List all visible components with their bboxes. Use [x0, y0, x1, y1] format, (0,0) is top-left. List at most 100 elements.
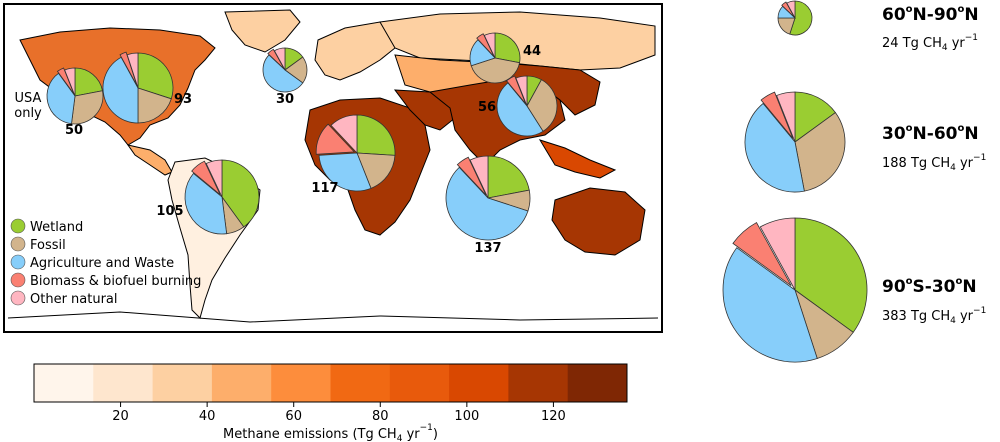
summary-pie-30-60	[744, 91, 846, 193]
summary-pie-30-60-slice-biomass	[760, 91, 794, 139]
pie-europe-slice-biomass	[267, 48, 285, 69]
colorbar-tick-label-80: 80	[372, 409, 389, 424]
pie-usa-slice-wetland	[74, 67, 103, 97]
pie-usa-slice-agriculture	[46, 72, 76, 125]
pie-china-slice-biomass	[506, 75, 527, 105]
pie-africa-slice-agriculture	[318, 152, 372, 192]
pie-south-america-slice-other	[205, 159, 223, 198]
summary-band-90s-30: 90oS-30oN	[882, 276, 977, 297]
pie-china-label: 56	[478, 100, 496, 115]
legend-swatch-other	[10, 290, 26, 306]
colorbar-tick-label-120: 120	[541, 409, 566, 424]
summary-emission-30-60: 188 Tg CH4 yr−1	[882, 153, 986, 173]
pie-south-asia-slice-wetland	[487, 155, 530, 199]
colorbar-tick-label-40: 40	[199, 409, 216, 424]
pie-south-america	[184, 159, 260, 235]
summary-pie-60-90-slice-other	[786, 0, 796, 19]
pie-china-slice-other	[515, 75, 528, 107]
colorbar-bin-1	[93, 364, 154, 402]
antarctica	[7, 311, 659, 323]
pie-south-america-slice-wetland	[221, 159, 260, 228]
pie-russia	[469, 32, 521, 84]
usa-label-line2: only	[14, 106, 42, 121]
region-pies: 50 93 30 44 56 105 117 137	[46, 32, 558, 256]
pie-russia-slice-fossil	[470, 57, 521, 84]
colorbar-frame	[33, 363, 628, 403]
colorbar-tick-label-100: 100	[454, 409, 479, 424]
pie-south-asia-slice-biomass	[456, 156, 487, 196]
summary-pie-30-60-slice-other	[776, 91, 796, 143]
pie-usa-slice-fossil	[71, 90, 104, 125]
pie-china	[496, 75, 558, 137]
pie-boreal-na-label: 93	[174, 92, 192, 107]
pie-africa-slice-biomass	[315, 123, 356, 155]
pie-europe-slice-other	[273, 47, 286, 71]
pie-russia-slice-biomass	[476, 33, 495, 57]
summary-pie-90s-30-slice-biomass	[732, 222, 792, 287]
legend-label-biomass: Biomass & biofuel burning	[30, 274, 201, 289]
pie-south-america-slice-biomass	[191, 160, 221, 195]
southeast-asia	[538, 139, 617, 179]
pie-south-asia-slice-agriculture	[445, 166, 529, 241]
summary-pie-90s-30	[722, 217, 868, 363]
colorbar-bin-8	[508, 364, 569, 402]
pie-africa-slice-fossil	[356, 152, 396, 189]
pie-africa	[315, 114, 396, 192]
pie-usa-label: 50	[65, 123, 83, 138]
pie-boreal-na-slice-fossil	[137, 87, 172, 124]
colorbar: 20 40 60 80 100 120 Methane emissions (Tg CH4 …	[33, 363, 628, 442]
legend-swatch-biomass	[10, 272, 26, 288]
summary-pie-90s-30-slice-agriculture	[722, 247, 818, 363]
pie-africa-slice-wetland	[356, 114, 396, 156]
pie-africa-label: 117	[311, 181, 338, 196]
legend-swatch-agriculture	[10, 254, 26, 270]
pie-usa-slice-biomass	[56, 67, 75, 95]
pie-europe	[262, 47, 308, 93]
colorbar-bin-4	[271, 364, 331, 402]
colorbar-tick-label-20: 20	[112, 409, 129, 424]
pie-russia-label: 44	[523, 44, 541, 59]
pie-south-asia-label: 137	[474, 241, 501, 256]
legend-label-agriculture: Agriculture and Waste	[30, 256, 174, 271]
latitude-summary: 60oN-90oN 24 Tg CH4 yr−1 30oN-60oN 188 Tg C…	[722, 0, 986, 363]
colorbar-bin-6	[389, 364, 450, 402]
legend: Wetland Fossil Agriculture and Waste Biomas…	[10, 218, 201, 307]
usa-only-label: USA only	[14, 91, 42, 121]
pie-south-america-label: 105	[156, 204, 183, 219]
summary-pie-60-90	[777, 0, 813, 36]
central-america	[126, 144, 173, 176]
summary-pie-90s-30-slice-wetland	[794, 217, 868, 333]
pie-usa-slice-other	[64, 67, 76, 97]
legend-label-fossil: Fossil	[30, 238, 66, 253]
pie-boreal-na-slice-other	[126, 52, 139, 89]
colorbar-bin-3	[211, 364, 272, 402]
pie-south-asia-slice-other	[469, 155, 489, 199]
legend-label-wetland: Wetland	[30, 220, 83, 235]
pie-usa	[46, 67, 104, 125]
colorbar-bin-5	[330, 364, 391, 402]
pie-china-slice-agriculture	[496, 82, 544, 137]
colorbar-bin-2	[152, 364, 213, 402]
colorbar-title: Methane emissions (Tg CH4 yr−1)	[223, 423, 438, 442]
australia	[551, 187, 646, 256]
europe	[314, 21, 401, 81]
pie-russia-slice-other	[483, 32, 496, 59]
pie-boreal-na-slice-biomass	[119, 51, 138, 86]
legend-label-other: Other natural	[30, 292, 118, 307]
summary-band-30-60: 30oN-60oN	[882, 123, 979, 144]
usa-label-line1: USA	[15, 91, 42, 106]
colorbar-bin-9	[567, 364, 628, 402]
summary-emission-60-90: 24 Tg CH4 yr−1	[882, 33, 978, 53]
pie-boreal-na-slice-agriculture	[102, 56, 139, 124]
summary-emission-90s-30: 383 Tg CH4 yr−1	[882, 306, 986, 326]
summary-pie-60-90-slice-biomass	[781, 1, 795, 18]
summary-pie-30-60-slice-fossil	[794, 112, 846, 192]
pie-china-slice-fossil	[526, 79, 558, 132]
pie-south-asia	[445, 155, 531, 241]
pie-boreal-na	[102, 51, 174, 124]
pie-europe-slice-agriculture	[262, 54, 304, 93]
legend-swatch-wetland	[10, 218, 26, 234]
pie-africa-slice-other	[330, 114, 358, 155]
colorbar-tick-label-60: 60	[285, 409, 302, 424]
